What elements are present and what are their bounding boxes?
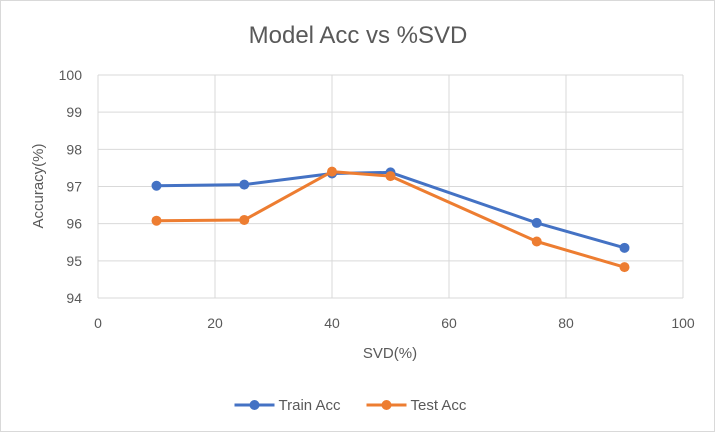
series-line: [156, 170, 625, 269]
y-tick-label: 96: [66, 216, 82, 232]
data-point: [385, 171, 396, 182]
series-test-acc: [151, 166, 630, 273]
data-point: [531, 217, 542, 228]
legend-item: Train Acc: [234, 397, 341, 414]
data-point: [619, 242, 630, 253]
series-layer: [151, 166, 630, 273]
y-tick-label: 100: [59, 67, 83, 83]
y-tick-label: 98: [66, 141, 82, 157]
x-tick-label: 60: [441, 315, 457, 331]
legend-label: Train Acc: [279, 397, 341, 414]
data-point: [619, 262, 630, 273]
legend: Train Acc Test Acc: [234, 397, 467, 414]
data-point: [239, 179, 250, 190]
x-tick-label: 0: [94, 315, 102, 331]
series-line: [156, 170, 625, 250]
legend-marker: [381, 400, 392, 410]
x-tick-label: 40: [324, 315, 340, 331]
grid-lines: [97, 74, 684, 299]
legend-marker: [249, 400, 260, 410]
x-axis-title: SVD(%): [363, 345, 417, 362]
data-point: [327, 166, 337, 177]
data-point: [531, 236, 542, 247]
y-tick-label: 99: [66, 104, 82, 120]
x-tick-label: 20: [207, 315, 223, 331]
y-tick-label: 95: [66, 253, 82, 269]
y-axis-title: Accuracy(%): [30, 143, 47, 228]
data-point: [239, 214, 250, 225]
legend-label: Test Acc: [411, 397, 467, 414]
legend-item: Test Acc: [366, 397, 467, 414]
y-tick-label: 94: [66, 290, 82, 306]
data-point: [151, 180, 162, 191]
x-tick-label: 80: [558, 315, 574, 331]
axis-ticks: 94 95 96 97 98 99 100 0 20 40 60 80 100: [59, 67, 695, 331]
chart-title: Model Acc vs %SVD: [249, 22, 468, 49]
data-point: [151, 215, 162, 226]
x-tick-label: 100: [671, 315, 695, 331]
y-tick-label: 97: [66, 179, 82, 195]
